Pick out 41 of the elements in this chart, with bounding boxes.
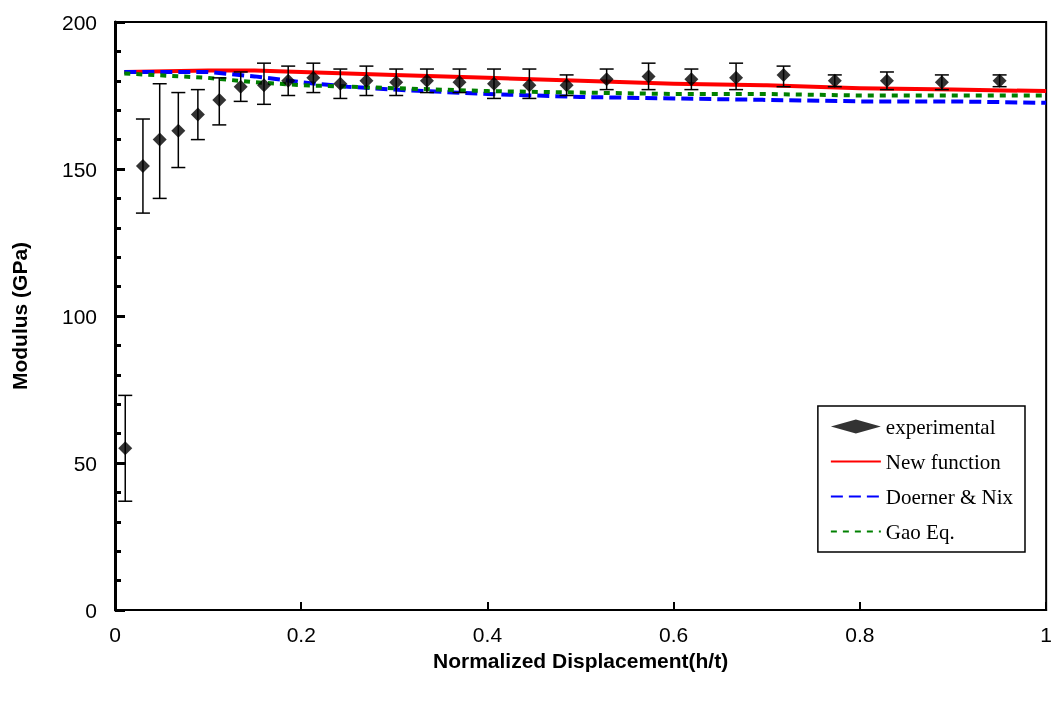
x-tick-label: 0 <box>109 623 121 646</box>
y-axis-title: Modulus (GPa) <box>8 241 31 391</box>
line-series <box>122 69 1049 105</box>
point <box>359 73 374 88</box>
point <box>522 78 537 93</box>
point <box>389 75 404 90</box>
point <box>729 70 744 85</box>
y-tick-label: 0 <box>85 598 97 622</box>
y-tick-label: 200 <box>61 10 97 34</box>
point <box>306 70 321 85</box>
x-tick-label: 0.6 <box>659 623 689 646</box>
x-tick-label: 0.2 <box>286 623 316 646</box>
point <box>190 107 205 122</box>
legend-label: Doerner & Nix <box>885 484 1014 509</box>
point <box>135 159 150 174</box>
y-tick-label: 150 <box>61 157 97 181</box>
x-tick-label: 1 <box>1040 623 1052 646</box>
y-tick-label: 100 <box>61 304 97 328</box>
point <box>333 76 348 91</box>
point <box>452 75 467 90</box>
point <box>684 72 699 87</box>
point <box>171 123 186 138</box>
point <box>281 73 296 88</box>
point <box>559 78 574 93</box>
x-tick-label: 0.8 <box>845 623 875 646</box>
y-tick-label: 50 <box>73 451 97 475</box>
point <box>233 79 248 94</box>
point <box>776 67 791 82</box>
legend-label: New function <box>885 449 1002 474</box>
point <box>599 72 614 87</box>
legend-label: Gao Eq. <box>885 519 955 544</box>
point <box>118 441 133 456</box>
x-axis-title: Normalized Displacement(h/t) <box>432 648 729 672</box>
point <box>641 69 656 84</box>
point <box>256 78 271 93</box>
point <box>486 76 501 91</box>
legend-label: experimental <box>885 414 996 439</box>
x-tick-label: 0.4 <box>472 623 503 646</box>
point <box>419 73 434 88</box>
point <box>152 132 167 147</box>
point <box>212 92 227 107</box>
